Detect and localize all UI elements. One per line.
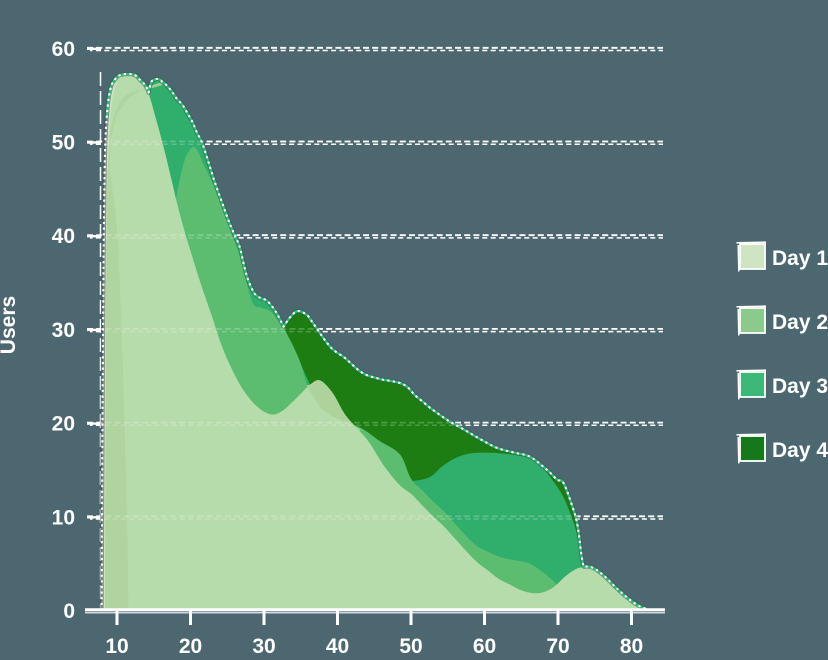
svg-text:Day 4: Day 4 (772, 439, 828, 462)
svg-text:Day 2: Day 2 (772, 311, 828, 334)
svg-text:80: 80 (620, 635, 643, 658)
svg-text:0: 0 (63, 600, 75, 623)
svg-text:Users: Users (0, 296, 20, 354)
svg-text:50: 50 (399, 635, 422, 658)
svg-text:20: 20 (179, 635, 202, 658)
svg-text:60: 60 (473, 635, 496, 658)
svg-text:50: 50 (52, 132, 75, 155)
svg-text:20: 20 (52, 413, 75, 436)
svg-text:40: 40 (326, 635, 349, 658)
svg-text:10: 10 (105, 635, 128, 658)
svg-text:Day 3: Day 3 (772, 375, 828, 398)
svg-text:30: 30 (252, 635, 275, 658)
svg-text:30: 30 (52, 319, 75, 342)
svg-text:10: 10 (52, 506, 75, 529)
svg-text:70: 70 (546, 635, 569, 658)
svg-text:Day 1: Day 1 (772, 247, 828, 270)
svg-text:40: 40 (52, 225, 75, 248)
svg-text:60: 60 (52, 38, 75, 61)
